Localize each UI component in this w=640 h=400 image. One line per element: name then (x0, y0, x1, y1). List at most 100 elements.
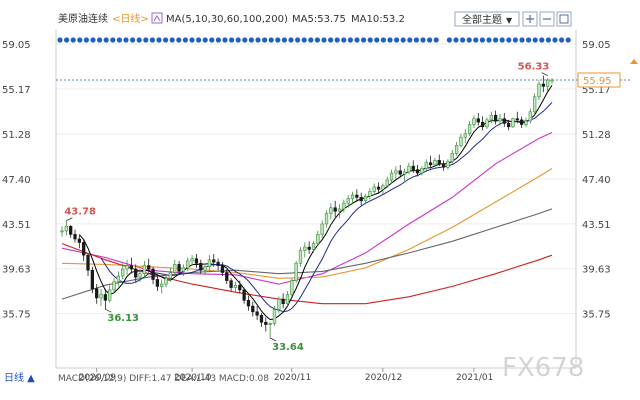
candle-body (433, 160, 437, 166)
candle (506, 119, 511, 131)
footer-period-selector[interactable]: 日线 ▲ (4, 371, 35, 384)
candle-body (459, 136, 463, 146)
candle-body (506, 123, 511, 128)
theme-dropdown[interactable] (454, 11, 520, 27)
event-marker (64, 37, 70, 43)
candle-body (337, 208, 342, 212)
candle-body (342, 202, 346, 210)
candle-body (515, 118, 519, 121)
candle (320, 220, 324, 238)
x-tick-label: 2020/12 (365, 373, 402, 383)
candle-body (480, 121, 485, 128)
candle-body (311, 243, 316, 250)
event-marker (559, 37, 565, 43)
annotation-label: 56.33 (518, 62, 550, 73)
y-tick-label-right: 43.51 (582, 220, 611, 231)
candle-body (376, 186, 381, 190)
event-marker (400, 37, 406, 43)
candle (82, 240, 86, 261)
candle-body (550, 79, 554, 82)
candle-body (173, 264, 177, 273)
candle (385, 176, 389, 189)
annotation-pointer (269, 337, 277, 342)
candle (333, 200, 337, 218)
candle (489, 111, 493, 124)
candle-body (264, 321, 268, 325)
candle-body (394, 170, 398, 174)
y-tick-label-right: 55.17 (582, 85, 611, 96)
candle (307, 241, 311, 255)
candle (160, 279, 164, 294)
event-marker (565, 37, 571, 43)
candle (121, 263, 125, 280)
y-tick-label-left: 47.40 (2, 175, 31, 186)
candle (155, 274, 160, 292)
candle-body (437, 160, 441, 165)
event-marker (361, 37, 367, 43)
candle (251, 301, 255, 317)
candle-body (233, 284, 238, 288)
candle (324, 210, 329, 228)
event-marker (255, 37, 261, 43)
candle (112, 278, 116, 294)
candle-body (259, 315, 264, 323)
candle (498, 114, 502, 126)
zoom-out-button[interactable] (539, 11, 555, 27)
candle (138, 269, 142, 282)
event-marker (235, 37, 241, 43)
candle-body (277, 298, 281, 310)
event-marker (479, 37, 485, 43)
candle (164, 274, 168, 288)
candle (246, 295, 251, 311)
candle-body (77, 238, 81, 243)
candle (476, 112, 480, 126)
candle (485, 117, 489, 130)
candle (454, 141, 459, 156)
candle-body (303, 246, 307, 251)
candle-body (121, 268, 125, 277)
candle-body (99, 294, 103, 299)
candle-body (290, 280, 294, 295)
event-marker (374, 37, 380, 43)
event-marker (90, 37, 96, 43)
candle (268, 322, 272, 339)
event-marker (268, 37, 274, 43)
candle (398, 164, 402, 178)
candle (446, 159, 450, 170)
event-marker (427, 37, 433, 43)
ma-settings-icon[interactable] (151, 12, 163, 24)
candle (277, 296, 281, 313)
candle-body (294, 262, 298, 281)
event-marker (176, 37, 182, 43)
candle-body (103, 294, 108, 301)
fullscreen-button[interactable] (556, 11, 572, 27)
event-marker (453, 37, 459, 43)
event-marker (169, 37, 175, 43)
event-marker (163, 37, 169, 43)
event-marker (275, 37, 281, 43)
candle-body (194, 258, 199, 264)
candle-body (316, 234, 320, 244)
candle (194, 254, 199, 268)
candle-body (168, 272, 173, 279)
theme-dropdown-label: 全部主题 (462, 13, 502, 26)
candle-body (424, 162, 428, 169)
candle-body (329, 207, 333, 214)
candle-body (60, 230, 64, 233)
candle (520, 116, 524, 128)
zoom-in-button[interactable] (522, 11, 538, 27)
period-selector[interactable]: <日线> (112, 12, 149, 25)
candle-body (125, 265, 129, 270)
event-marker (189, 37, 195, 43)
candle-body (212, 259, 216, 263)
candle (311, 241, 316, 253)
candle (342, 199, 346, 213)
candle (480, 116, 485, 131)
candle (303, 242, 307, 258)
candle-body (402, 171, 407, 175)
candle-body (181, 267, 186, 272)
candle-body (164, 278, 168, 285)
ma-line-ma10 (100, 101, 553, 313)
